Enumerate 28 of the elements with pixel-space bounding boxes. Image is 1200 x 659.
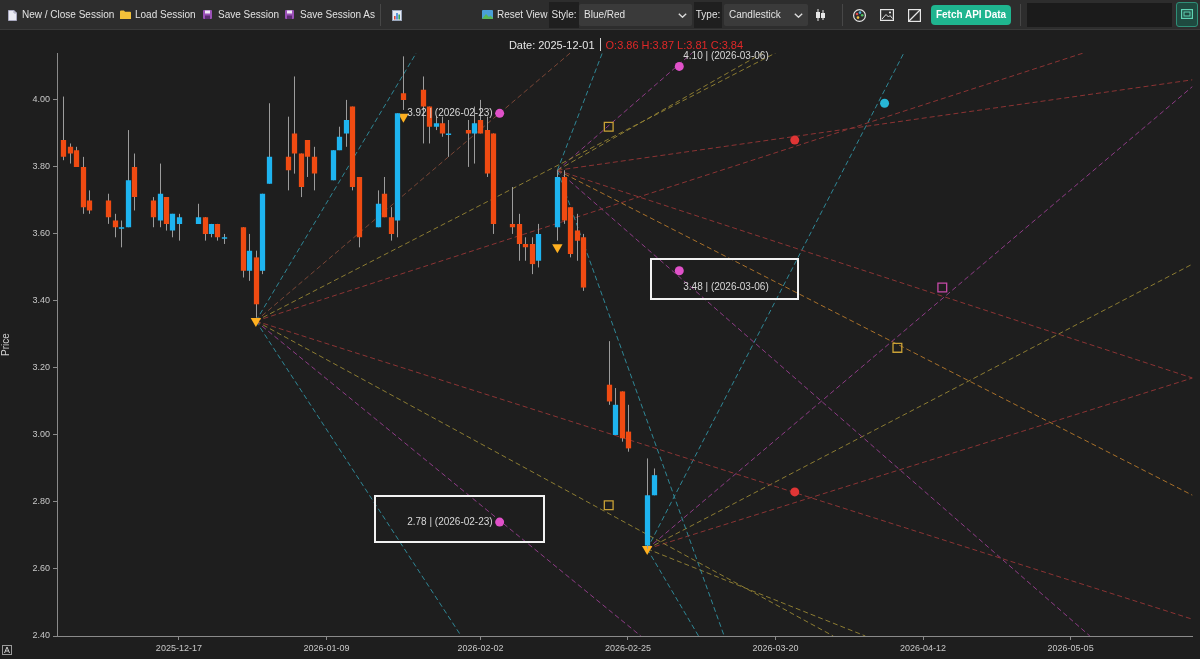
x-tick-label: 2026-01-09 [303,642,350,653]
y-tick-label: 3.60 [32,228,50,239]
y-tick-label: 3.80 [32,161,50,172]
y-tick-label: 2.40 [32,630,50,641]
y-tick-label: 3.20 [32,362,50,373]
x-tick-label: 2026-02-25 [604,642,651,653]
annotation: 4.10 | (2026-03-06) [683,50,769,62]
select-field: Blue/Red [579,4,692,26]
y-tick-label: 2.60 [32,563,50,574]
chart-subtitle: O:3.86 H:3.87 L:3.81 C:3.84 [605,38,744,51]
x-tick-label: 2026-05-05 [1047,642,1094,653]
select-field: Candlestick [724,4,808,26]
label-box: Type: [694,2,722,28]
toolbar: New / Close Session Load Session Save Session Save Session As Reset View Style: Blue/Red Type: Candlestick Fetch API Data [0,0,1200,30]
y-tick-label: 4.00 [32,94,50,105]
action-button: Fetch API Data [931,5,1011,25]
x-tick-label: 2025-12-17 [155,642,202,653]
y-tick-label: 2.80 [32,496,50,507]
y-tick-label: 3.40 [32,295,50,306]
x-tick-label: 2026-04-12 [900,642,947,653]
annotation: 3.48 | (2026-03-06) [683,280,769,292]
x-tick-label: 2026-03-20 [752,642,799,653]
y-axis-title: Price [0,332,11,356]
x-tick-label: 2026-02-02 [457,642,504,653]
label-box: Style: [549,2,579,28]
chart-title: Date: 2025-12-01 [508,38,595,51]
annotation: 2.78 | (2026-02-23) [407,515,493,527]
y-tick-label: 3.00 [32,429,50,440]
